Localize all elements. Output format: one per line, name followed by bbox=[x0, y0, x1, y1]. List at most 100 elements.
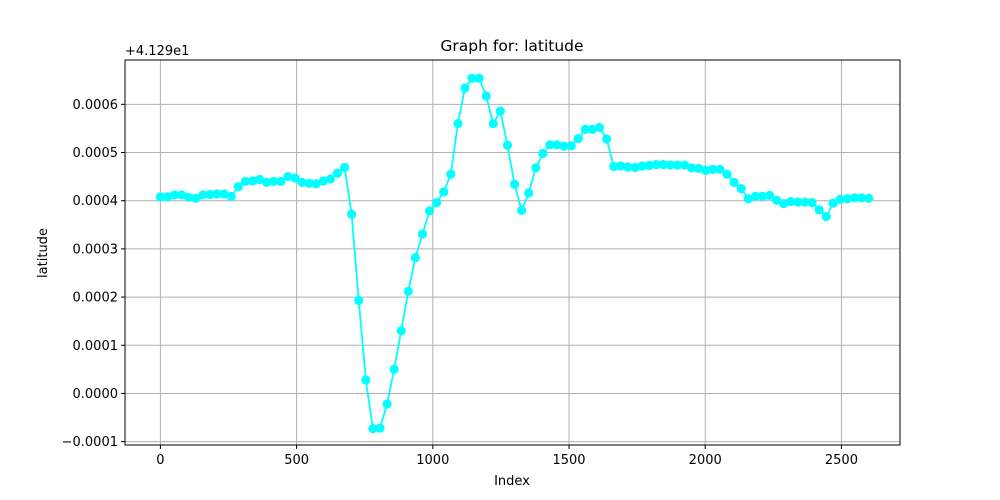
data-point bbox=[509, 179, 520, 189]
ticks: 0 500 1000 1500 2000 2500 −0.0001 0.0000 0.0001 0… bbox=[62, 98, 858, 468]
data-point bbox=[814, 205, 824, 215]
data-point bbox=[552, 140, 562, 150]
data-point bbox=[453, 119, 463, 129]
data-point bbox=[375, 423, 385, 433]
data-point bbox=[517, 205, 527, 215]
data-point bbox=[191, 193, 201, 203]
data-point bbox=[446, 169, 456, 179]
chart-title: Graph for: latitude bbox=[440, 37, 583, 55]
data-point bbox=[417, 229, 428, 239]
data-point bbox=[637, 161, 647, 171]
data-point bbox=[694, 163, 704, 174]
x-tick-label: 2500 bbox=[825, 453, 858, 468]
data-point bbox=[828, 198, 838, 208]
data-point bbox=[361, 375, 371, 385]
data-point bbox=[587, 124, 598, 134]
data-point bbox=[651, 159, 661, 170]
data-point bbox=[722, 169, 732, 179]
data-point bbox=[559, 141, 569, 151]
y-tick-label: 0.0000 bbox=[73, 387, 119, 402]
data-point bbox=[849, 193, 860, 203]
y-tick-label: 0.0002 bbox=[73, 291, 119, 306]
data-point bbox=[389, 364, 399, 374]
data-point bbox=[339, 162, 350, 173]
data-point bbox=[757, 191, 768, 201]
data-point bbox=[807, 198, 817, 208]
data-point bbox=[573, 133, 583, 144]
data-point bbox=[495, 106, 505, 116]
data-point bbox=[432, 198, 442, 208]
data-point bbox=[835, 194, 845, 204]
data-point bbox=[290, 173, 300, 183]
data-point bbox=[594, 122, 605, 133]
data-point bbox=[467, 73, 477, 83]
data-point bbox=[864, 193, 874, 203]
data-point bbox=[354, 295, 364, 306]
data-point bbox=[821, 212, 831, 222]
data-point bbox=[439, 187, 449, 197]
plot-area bbox=[125, 60, 900, 445]
data-point bbox=[609, 161, 619, 172]
data-point bbox=[184, 192, 194, 202]
data-point bbox=[630, 162, 640, 173]
data-point bbox=[226, 191, 236, 201]
data-point bbox=[240, 176, 250, 187]
x-tick-label: 1500 bbox=[552, 453, 585, 468]
data-point bbox=[177, 190, 187, 200]
data-point bbox=[743, 194, 753, 204]
data-point bbox=[424, 206, 435, 216]
y-tick-label: −0.0001 bbox=[62, 435, 118, 450]
x-tick-label: 1000 bbox=[416, 453, 449, 468]
x-tick-label: 500 bbox=[284, 453, 309, 468]
data-point bbox=[347, 209, 357, 219]
data-point bbox=[800, 197, 810, 207]
data-point bbox=[219, 189, 229, 199]
plot-frame bbox=[124, 59, 901, 446]
data-point bbox=[318, 176, 328, 186]
data-point bbox=[254, 174, 265, 185]
data-point bbox=[269, 176, 279, 187]
data-point bbox=[382, 399, 392, 409]
data-point bbox=[580, 124, 590, 134]
data-point bbox=[687, 163, 697, 173]
y-tick-label: 0.0005 bbox=[73, 146, 119, 161]
x-axis-label: Index bbox=[494, 474, 530, 489]
series-layer bbox=[155, 73, 874, 434]
data-point bbox=[212, 189, 222, 199]
y-tick-label: 0.0004 bbox=[73, 194, 119, 209]
data-point bbox=[616, 161, 626, 171]
data-point bbox=[672, 160, 683, 170]
data-point bbox=[715, 164, 725, 174]
data-point bbox=[701, 165, 711, 175]
data-point bbox=[283, 172, 293, 182]
x-tick-label: 2000 bbox=[689, 453, 722, 468]
data-point bbox=[403, 286, 413, 296]
data-point bbox=[488, 119, 498, 129]
y-offset-label: +4.129e1 bbox=[125, 44, 189, 59]
data-point bbox=[842, 194, 853, 204]
grid bbox=[125, 60, 900, 445]
data-point bbox=[566, 141, 576, 151]
x-tick-label: 0 bbox=[156, 453, 164, 468]
data-point bbox=[679, 160, 690, 170]
data-point bbox=[368, 424, 378, 434]
data-point bbox=[502, 140, 513, 150]
data-point bbox=[325, 174, 335, 184]
data-point bbox=[297, 177, 307, 187]
data-point bbox=[793, 197, 803, 207]
data-point bbox=[736, 184, 746, 194]
data-point bbox=[198, 190, 208, 200]
data-point bbox=[623, 162, 633, 172]
data-point bbox=[531, 163, 541, 173]
y-tick-label: 0.0006 bbox=[73, 98, 119, 113]
data-point bbox=[538, 148, 548, 159]
y-axis-label: latitude bbox=[36, 228, 51, 278]
data-point bbox=[205, 189, 215, 200]
data-point bbox=[524, 188, 534, 198]
data-point bbox=[602, 134, 612, 144]
data-point bbox=[764, 190, 775, 200]
data-point bbox=[708, 164, 718, 174]
data-point bbox=[233, 182, 243, 192]
data-point bbox=[750, 191, 760, 201]
data-point bbox=[162, 192, 173, 202]
